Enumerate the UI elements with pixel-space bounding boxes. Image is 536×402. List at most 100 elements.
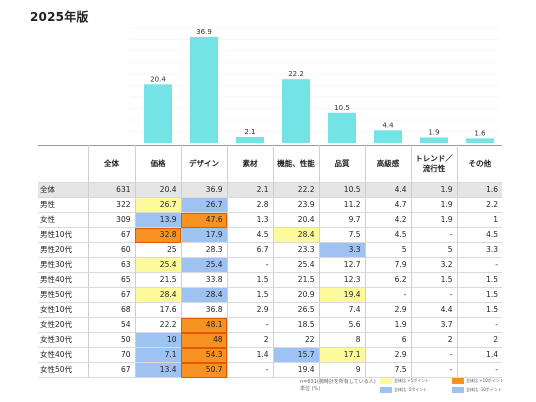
table-row: 女性50代 67 13.4 50.7-19.4 9 7.5- - [38, 362, 502, 378]
table-cell: 1.9 [410, 212, 457, 228]
table-cell: 48 [180, 332, 227, 348]
table-cell: 28.3 [180, 242, 227, 258]
table-row: 女性30代 50 10 48 2 22 8 6 2 2 [38, 332, 502, 348]
row-label: 男性50代 [38, 287, 88, 303]
row-total-count: 322 [87, 197, 135, 213]
table-row: 男性10代 67 32.8 17.9 4.5 28.4 7.5 4.5-4.5 [38, 227, 502, 243]
table-cell: 13.9 [134, 212, 181, 228]
table-cell: 6.2 [364, 272, 411, 288]
sample-size-note: n=631(腕時計を所有している人) [300, 379, 376, 385]
table-cell: 9.7 [318, 212, 365, 228]
table-cell: 7.5 [318, 227, 365, 243]
table-cell: 25.4 [272, 257, 319, 273]
table-cell: 2.9 [364, 347, 411, 363]
table-cell: - [410, 287, 457, 303]
table-cell: 36.8 [180, 302, 227, 318]
table-cell: 28.4 [272, 227, 319, 243]
table-row: 男性50代 67 28.4 28.4 1.5 20.9 19.4- -1.5 [38, 287, 502, 303]
table-cell: 36.9 [180, 182, 227, 198]
column-header: 価格 [134, 145, 181, 183]
row-total-count: 68 [87, 302, 135, 318]
table-cell: 7.1 [134, 347, 181, 363]
table-cell: 7.9 [364, 257, 411, 273]
table-cell: 2 [410, 332, 457, 348]
row-total-count: 70 [87, 347, 135, 363]
bar [374, 130, 402, 143]
table-cell: 33.8 [180, 272, 227, 288]
legend-swatch [452, 387, 464, 393]
legend-label: 全体比 -10ポイント [466, 387, 502, 392]
table-cell: 21.5 [134, 272, 181, 288]
table-cell: 1.4 [226, 347, 273, 363]
table-cell: 2.9 [364, 302, 411, 318]
table-cell: 19.4 [318, 287, 365, 303]
row-header-spacer [38, 145, 88, 183]
table-row: 男性 322 26.7 26.7 2.8 23.9 11.2 4.7 1.9 2.2 [38, 197, 502, 213]
table-cell: 28.4 [180, 287, 227, 303]
table-cell: 1.5 [226, 287, 273, 303]
table-cell: 4.2 [364, 212, 411, 228]
table-row: 男性40代 65 21.5 33.8 1.5 21.5 12.3 6.2 1.5 1.5 [38, 272, 502, 288]
table-cell: 2.2 [456, 197, 502, 213]
table-cell: - [226, 257, 273, 273]
table-cell: 28.4 [134, 287, 181, 303]
table-cell: 22 [272, 332, 319, 348]
bar-value-label: 10.5 [334, 104, 350, 112]
table-cell: - [456, 362, 502, 378]
table-cell: 18.5 [272, 317, 319, 333]
table-row: 男性30代 63 25.4 25.4-25.4 12.7 7.9 3.2- [38, 257, 502, 273]
table-cell: 25.4 [180, 257, 227, 273]
table-cell: 1 [456, 212, 502, 228]
column-header: 品質 [318, 145, 365, 183]
row-total-count: 309 [87, 212, 135, 228]
table-cell: 47.6 [180, 212, 227, 228]
table-cell: 4.7 [364, 197, 411, 213]
legend-item: 全体比 +5ポイント [380, 378, 429, 384]
bar-value-label: 4.4 [382, 121, 394, 129]
table-cell: 15.7 [272, 347, 319, 363]
table-cell: 7.5 [364, 362, 411, 378]
table-cell: 8 [318, 332, 365, 348]
row-label: 女性30代 [38, 332, 88, 348]
table-cell: 25 [134, 242, 181, 258]
row-label: 男性20代 [38, 242, 88, 258]
table-cell: 1.5 [456, 272, 502, 288]
row-total-count: 67 [87, 227, 135, 243]
data-table: 全体 価格 デザイン 素材 機能、性能 品質 高級感 トレンド／流行性 その他 … [38, 145, 502, 378]
legend-label: 全体比 +10ポイント [466, 378, 504, 383]
table-cell: 5 [410, 242, 457, 258]
legend-item: 全体比 -10ポイント [452, 387, 502, 393]
row-total-count: 63 [87, 257, 135, 273]
legend-item: 全体比 -5ポイント [380, 387, 427, 393]
row-label: 女性20代 [38, 317, 88, 333]
row-total-count: 631 [87, 182, 135, 198]
table-cell: 3.3 [456, 242, 502, 258]
bar [328, 112, 356, 143]
table-cell: 1.5 [456, 302, 502, 318]
bar-value-label: 22.2 [288, 70, 304, 78]
table-cell: 4.4 [410, 302, 457, 318]
bar-value-label: 2.1 [244, 128, 255, 136]
bar [190, 36, 218, 143]
table-cell: 1.4 [456, 347, 502, 363]
table-cell: 12.7 [318, 257, 365, 273]
bar-value-label: 20.4 [150, 75, 166, 83]
table-cell: 1.5 [456, 287, 502, 303]
table-cell: 54.3 [180, 347, 227, 363]
table-cell: 22.2 [272, 182, 319, 198]
table-cell: 2 [456, 332, 502, 348]
table-cell: - [456, 257, 502, 273]
table-cell: 19.4 [272, 362, 319, 378]
table-cell: 3.2 [410, 257, 457, 273]
legend-label: 全体比 +5ポイント [394, 378, 430, 383]
table-cell: 1.5 [226, 272, 273, 288]
table-cell: 4.4 [364, 182, 411, 198]
column-header: 素材 [226, 145, 273, 183]
table-cell: 1.5 [410, 272, 457, 288]
table-cell: 2.9 [226, 302, 273, 318]
table-cell: 32.8 [134, 227, 181, 243]
table-cell: 2.1 [226, 182, 273, 198]
table-cell: 1.9 [410, 182, 457, 198]
table-cell: - [410, 227, 457, 243]
table-cell: - [226, 317, 273, 333]
